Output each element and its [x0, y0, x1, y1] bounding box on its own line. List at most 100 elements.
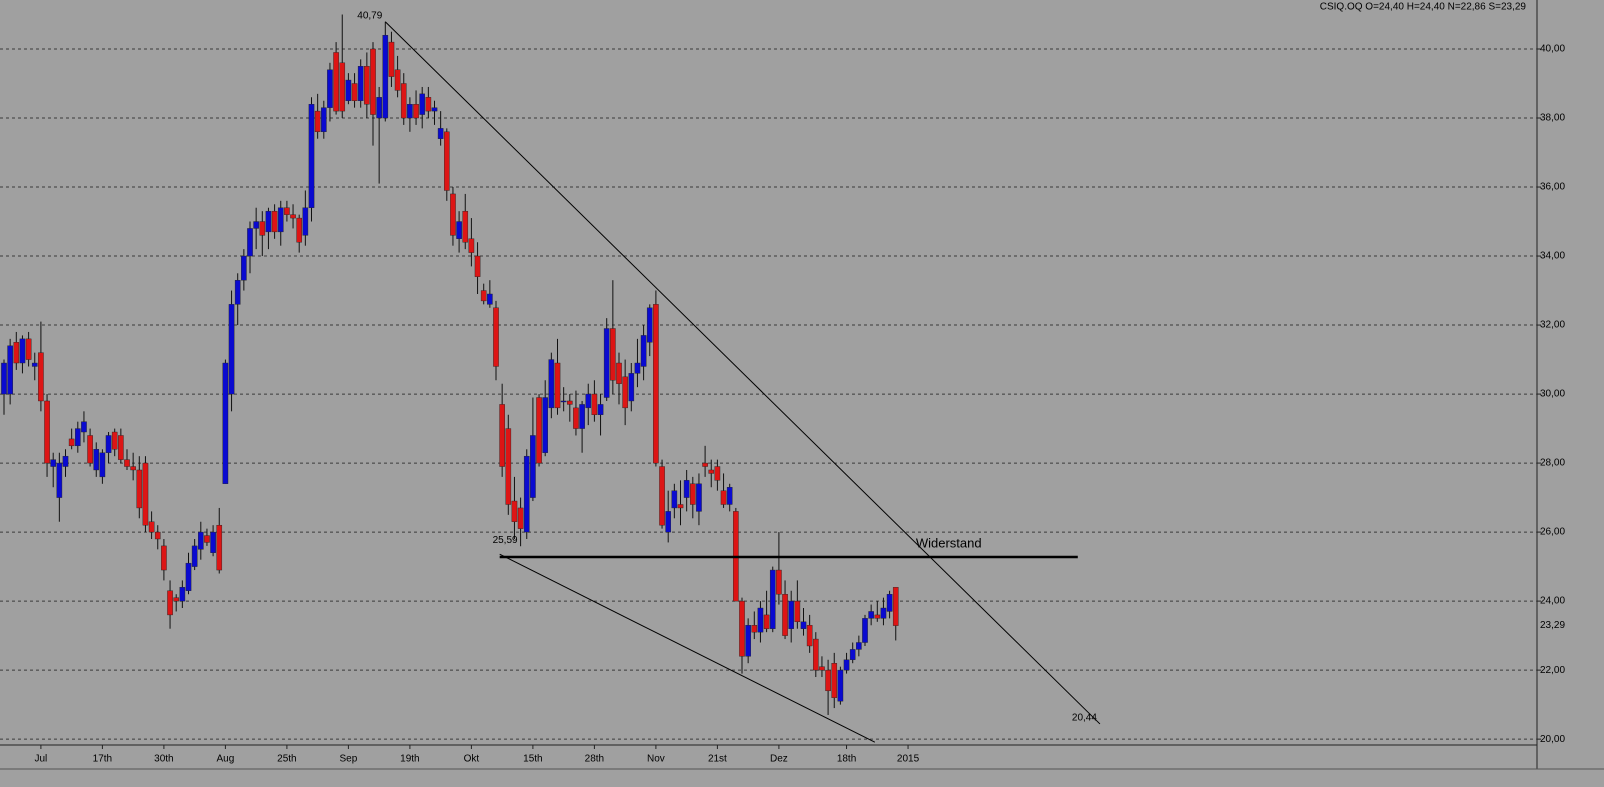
candle-body — [50, 459, 56, 467]
candle-body — [376, 97, 382, 119]
candle-body — [806, 625, 813, 647]
candle-body — [148, 521, 155, 533]
candle-body — [13, 342, 20, 364]
candle-body — [357, 66, 364, 101]
candle-body — [351, 83, 358, 101]
x-tick-label: Jul — [35, 754, 48, 765]
candle-body — [93, 449, 100, 471]
candle-body — [1, 362, 7, 395]
candle-body — [554, 362, 561, 409]
candle-body — [659, 466, 665, 526]
candle-body — [696, 483, 702, 512]
candle-body — [191, 545, 198, 567]
candle-body — [646, 307, 653, 343]
candle-body — [751, 625, 758, 633]
candle-body — [345, 79, 352, 101]
x-tick-label: 28th — [585, 754, 604, 765]
candle-body — [886, 594, 893, 612]
candle-body — [247, 228, 253, 257]
candle-body — [536, 397, 542, 464]
candle-body — [161, 545, 167, 571]
candle-body — [585, 393, 592, 409]
candle-body — [364, 66, 370, 105]
candle-body — [794, 600, 801, 623]
candle-body — [136, 469, 143, 509]
candle-body — [327, 69, 333, 108]
candle-body — [757, 607, 764, 633]
candle-body — [425, 97, 432, 112]
candle-body — [204, 535, 210, 543]
candle-body — [560, 400, 567, 403]
candle-body — [234, 279, 241, 305]
candle-body — [511, 500, 518, 522]
candle-body — [874, 614, 881, 619]
candle-body — [450, 193, 456, 236]
candle-body — [142, 462, 149, 526]
y-tick-label: 26,00 — [1540, 527, 1565, 538]
candle-body — [530, 435, 536, 498]
candle-body — [677, 504, 684, 509]
candle-body — [308, 104, 315, 208]
candle-body — [653, 304, 659, 464]
candle-body — [831, 663, 838, 698]
candle-body — [173, 597, 180, 602]
candle-body — [302, 207, 309, 236]
candle-body — [44, 400, 50, 464]
y-tick-label: 22,00 — [1540, 665, 1565, 676]
candle-body — [825, 669, 831, 692]
candle-body — [769, 569, 776, 629]
candle-body — [862, 618, 868, 643]
candle-body — [25, 338, 32, 360]
candle-body — [419, 93, 426, 115]
candle-body — [228, 304, 235, 395]
x-tick-label: Okt — [464, 754, 480, 765]
candle-body — [622, 376, 628, 409]
y-tick-label: 36,00 — [1540, 182, 1565, 193]
candle-body — [56, 462, 63, 498]
candle-body — [241, 255, 247, 281]
candle-body — [517, 507, 524, 529]
candle-body — [720, 490, 727, 505]
candle-body — [7, 345, 13, 395]
candle-body — [487, 293, 493, 305]
candle-body — [843, 659, 850, 671]
candle-body — [567, 400, 573, 405]
candle-body — [671, 490, 678, 509]
candle-body — [690, 483, 696, 505]
candle-body — [776, 569, 782, 595]
candle-body — [739, 600, 745, 657]
candle-body — [210, 531, 216, 553]
annotation: 20,44 — [1072, 713, 1097, 724]
candle-body — [31, 362, 38, 367]
candle-body — [111, 431, 118, 450]
candle-body — [81, 421, 87, 433]
candle-body — [197, 531, 204, 550]
x-tick-label: 21st — [708, 754, 727, 765]
candle-body — [462, 210, 469, 243]
candle-body — [444, 131, 450, 191]
candle-body — [253, 221, 259, 229]
candle-body — [702, 462, 708, 467]
candle-body — [726, 487, 733, 505]
candle-body — [640, 335, 647, 367]
line-label: Widerstand — [916, 535, 982, 550]
candle-body — [259, 221, 266, 236]
candle-body — [407, 104, 413, 119]
candle-body — [265, 210, 272, 233]
candle-body — [271, 210, 278, 233]
annotation: 25,59 — [493, 535, 518, 546]
candle-body — [745, 625, 751, 657]
y-tick-label: 28,00 — [1540, 458, 1565, 469]
x-tick-label: Sep — [340, 754, 358, 765]
candle-body — [339, 62, 346, 112]
candle-body — [68, 438, 75, 447]
candle-body — [573, 407, 579, 429]
annotation: 40,79 — [357, 10, 382, 21]
candle-body — [480, 290, 487, 302]
candle-body — [431, 107, 438, 112]
candle-body — [370, 48, 376, 115]
trend-line — [499, 553, 876, 743]
candle-body — [321, 107, 327, 133]
candle-body — [296, 217, 303, 243]
candle-body — [105, 435, 112, 453]
